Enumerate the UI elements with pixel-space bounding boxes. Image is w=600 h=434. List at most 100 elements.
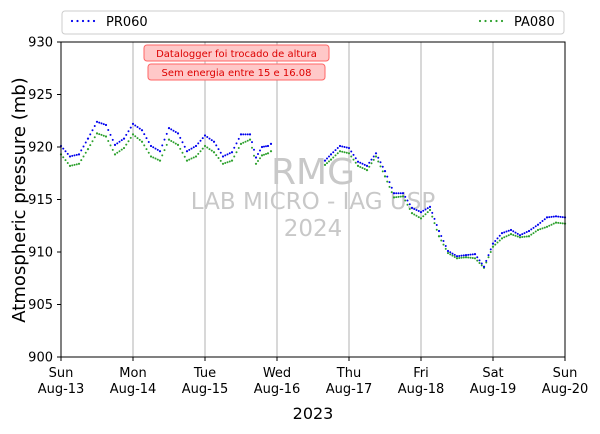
interp-point: [71, 154, 74, 157]
interp-point: [199, 139, 202, 142]
data-point: [158, 150, 162, 153]
interp-point: [111, 138, 114, 141]
data-point: [392, 196, 396, 199]
data-point: [554, 215, 558, 218]
interp-point: [64, 150, 67, 153]
interp-point: [548, 224, 551, 227]
interp-point: [433, 222, 436, 225]
interp-point: [210, 139, 213, 142]
interp-point: [354, 157, 357, 160]
watermark-line-3: 2024: [284, 216, 343, 242]
data-point: [158, 159, 162, 162]
x-tick-label-date: Aug-16: [254, 382, 301, 397]
interp-point: [165, 143, 168, 146]
interp-point: [377, 160, 380, 163]
interp-point: [480, 262, 483, 265]
interp-point: [453, 253, 456, 256]
interp-point: [352, 153, 355, 156]
interp-point: [368, 161, 371, 164]
interp-point: [224, 154, 227, 157]
interp-point: [100, 122, 103, 125]
interp-point: [460, 256, 463, 259]
interp-point: [265, 145, 267, 148]
x-gridlines: [132, 42, 494, 357]
interp-point: [379, 161, 382, 164]
interp-point: [458, 257, 461, 260]
interp-point: [406, 203, 409, 206]
interp-point: [523, 232, 526, 235]
interp-point: [334, 154, 337, 157]
data-point: [491, 242, 495, 245]
interp-point: [210, 149, 213, 152]
interp-point: [390, 191, 393, 194]
interp-point: [181, 141, 184, 144]
interp-point: [505, 235, 508, 238]
interp-point: [118, 140, 121, 143]
interp-point: [152, 156, 155, 159]
interp-point: [532, 226, 535, 229]
interp-point: [190, 157, 193, 160]
y-tick-label: 930: [28, 36, 53, 51]
data-point: [248, 133, 252, 136]
interp-point: [179, 147, 182, 150]
y-tick-label: 905: [28, 298, 53, 313]
interp-point: [80, 149, 83, 152]
interp-point: [219, 151, 222, 154]
interp-point: [417, 210, 420, 213]
data-point: [545, 225, 549, 228]
interp-point: [326, 162, 328, 165]
interp-point: [192, 146, 195, 149]
interp-point: [521, 236, 524, 239]
interp-point: [372, 155, 375, 158]
y-axis-ticks: 900 905 910 915 920 925 930: [28, 36, 61, 366]
interp-point: [469, 256, 472, 259]
data-point: [230, 151, 234, 154]
annotation-text-1: Datalogger foi trocado de altura: [156, 49, 317, 60]
interp-point: [336, 147, 339, 150]
interp-point: [435, 223, 438, 226]
data-point: [536, 223, 540, 226]
legend-label: PA080: [514, 15, 555, 30]
interp-point: [332, 156, 335, 159]
data-point: [473, 253, 477, 256]
interp-point: [201, 137, 204, 140]
interp-point: [462, 256, 465, 259]
legend-marker: [495, 19, 498, 23]
interp-point: [370, 162, 373, 165]
interp-point: [82, 145, 85, 148]
interp-point: [494, 239, 497, 242]
annotation-text-2: Sem energia entre 15 e 16.08: [162, 68, 312, 79]
y-tick-label: 920: [28, 141, 53, 156]
data-point: [221, 162, 225, 165]
interp-point: [377, 156, 380, 159]
interp-point: [73, 154, 76, 157]
interp-point: [395, 192, 398, 195]
legend-marker: [484, 19, 487, 23]
data-point: [464, 256, 468, 259]
interp-point: [147, 151, 150, 154]
interp-point: [521, 233, 524, 236]
data-point: [266, 152, 270, 155]
interp-point: [107, 128, 110, 131]
interp-point: [263, 153, 265, 156]
data-point: [329, 158, 333, 161]
interp-point: [152, 146, 155, 149]
interp-point: [354, 161, 357, 164]
data-point: [239, 142, 243, 145]
x-tick-label-day: Thu: [336, 366, 361, 381]
data-point: [455, 257, 459, 260]
interp-point: [328, 160, 330, 163]
data-point: [269, 142, 273, 145]
data-point: [383, 175, 387, 178]
interp-point: [530, 228, 533, 231]
interp-point: [75, 153, 78, 156]
interp-point: [226, 153, 229, 156]
interp-point: [422, 215, 425, 218]
legend-marker: [92, 19, 96, 23]
interp-point: [408, 203, 411, 206]
interp-point: [343, 151, 346, 154]
x-tick-label-day: Wed: [263, 366, 291, 381]
interp-point: [498, 239, 501, 242]
interp-point: [161, 144, 164, 147]
interp-point: [116, 142, 119, 145]
